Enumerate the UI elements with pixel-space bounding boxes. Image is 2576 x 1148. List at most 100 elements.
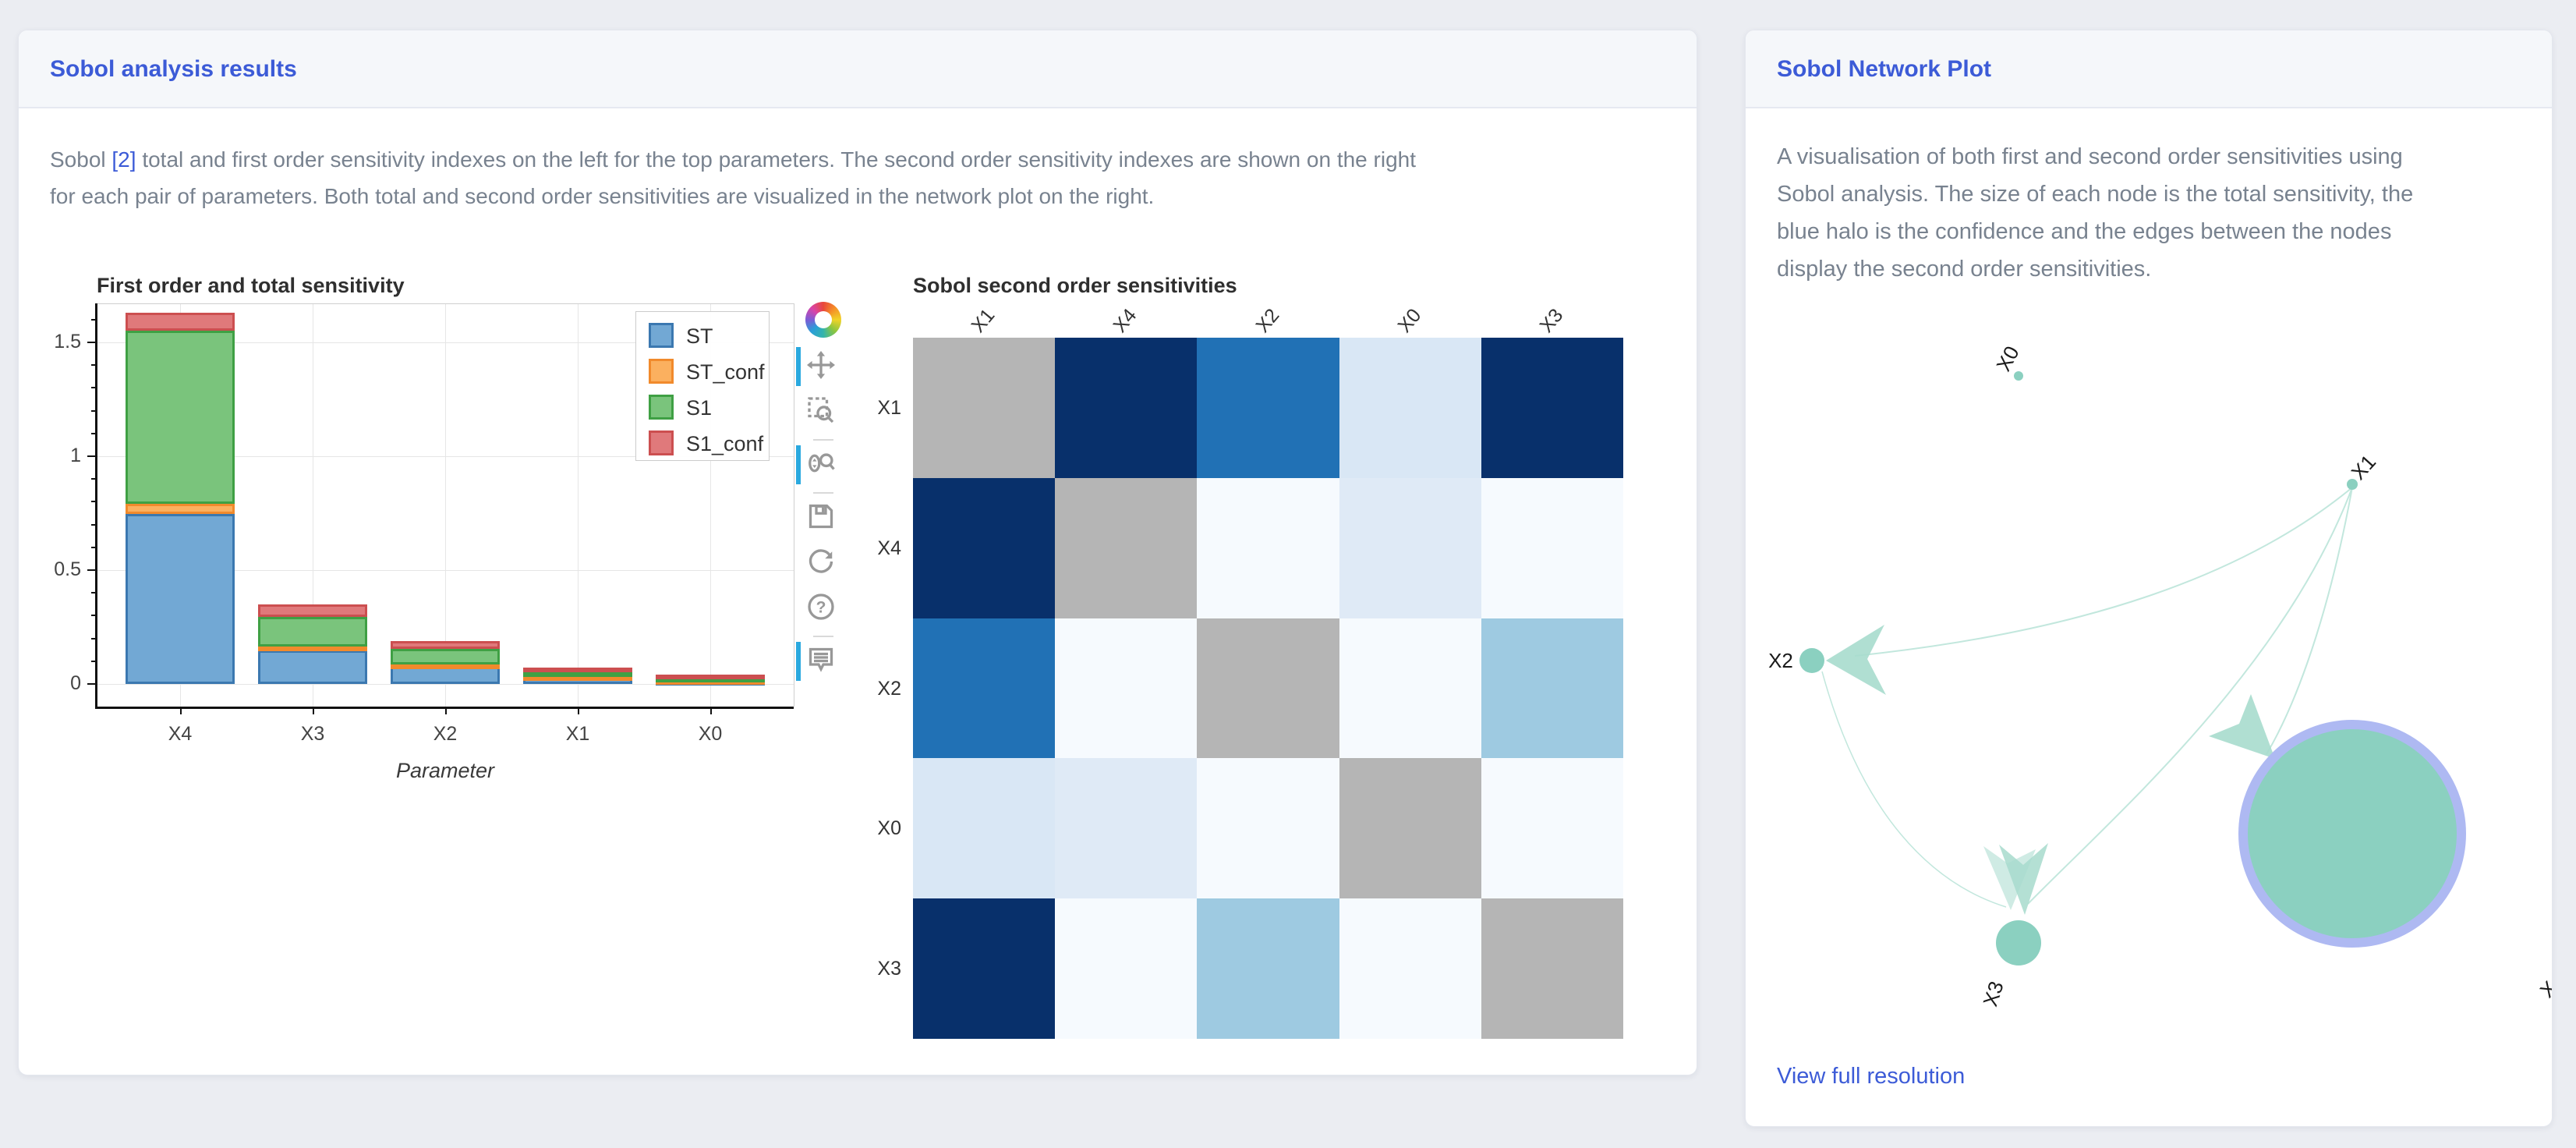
- description-text: for each pair of parameters. Both total …: [50, 184, 1155, 208]
- heatmap-row-label: X2: [877, 677, 901, 700]
- gridline: [445, 303, 446, 707]
- legend-item-s1: S1: [649, 395, 758, 423]
- reset-tool-icon[interactable]: [801, 542, 841, 587]
- heatmap-cell-x3-x3: [1481, 898, 1624, 1040]
- network-edge-x1-x4: [2266, 487, 2353, 755]
- heatmap-cell-x4-x3: [1481, 477, 1624, 619]
- sobol-results-header: Sobol analysis results: [19, 30, 1697, 108]
- legend-label: S1_conf: [686, 432, 764, 455]
- legend-item-s1_conf: S1_conf: [649, 430, 763, 459]
- heatmap-cell-x3-x2: [1197, 898, 1340, 1040]
- heatmap-cell-x0-x3: [1481, 758, 1624, 899]
- bar-segment-s1_conf-x4: [126, 313, 235, 331]
- y-minor-tick: [91, 364, 95, 367]
- network-description-line: A visualisation of both first and second…: [1777, 144, 2403, 169]
- y-minor-tick: [91, 660, 95, 662]
- network-arrowhead-x4: [2209, 694, 2275, 759]
- wheel-zoom-tool-icon[interactable]: [796, 444, 841, 489]
- bar-segment-s1-x2: [391, 648, 500, 664]
- y-minor-tick: [91, 432, 95, 434]
- network-description: A visualisation of both first and second…: [1777, 138, 2413, 288]
- heatmap-cell-x0-x0: [1339, 758, 1482, 899]
- bar-segment-s1_conf-x3: [258, 604, 367, 617]
- pan-tool-icon[interactable]: [796, 345, 841, 391]
- x-tick-label: X0: [698, 723, 723, 745]
- bar-segment-st_conf-x4: [126, 504, 235, 515]
- heatmap-cell-x1-x4: [1055, 338, 1198, 479]
- y-tick-label: 0: [70, 672, 81, 694]
- heatmap-cell-x0-x1: [913, 758, 1056, 899]
- toolbar-separator: [813, 492, 833, 494]
- heatmap-col-label: X3: [1535, 304, 1568, 337]
- bar-segment-st_conf-x3: [258, 647, 367, 652]
- network-node-label-x3: X3: [1978, 978, 2008, 1009]
- bar-segment-s1_conf-x2: [391, 640, 500, 649]
- gridline: [578, 303, 579, 707]
- heatmap-col-label: X2: [1251, 304, 1283, 337]
- y-minor-tick: [91, 637, 95, 640]
- bar-segment-s1_conf-x0: [656, 675, 765, 680]
- network-arrowhead-x3: [1983, 846, 2036, 910]
- heatmap-cell-x3-x0: [1339, 898, 1482, 1040]
- legend-swatch-st_conf: [649, 359, 674, 384]
- heatmap-cell-x2-x2: [1197, 618, 1340, 759]
- heatmap-row-label: X1: [877, 396, 901, 419]
- heatmap-cell-x2-x4: [1055, 618, 1198, 759]
- gridline: [710, 303, 711, 707]
- legend-item-st_conf: ST_conf: [649, 359, 765, 387]
- hover-tool-icon[interactable]: [796, 640, 841, 686]
- legend-swatch-st: [649, 323, 674, 348]
- bokeh-logo-icon: [805, 302, 841, 338]
- x-tick: [313, 707, 314, 714]
- reference-link[interactable]: [2]: [111, 147, 136, 172]
- help-tool-icon[interactable]: ?: [801, 587, 841, 632]
- heatmap-cell-x4-x2: [1197, 477, 1340, 619]
- heatmap-cell-x1-x1: [913, 338, 1056, 479]
- heatmap-cell-x3-x4: [1055, 898, 1198, 1040]
- legend-swatch-s1: [649, 395, 674, 420]
- network-arrowhead-x3: [1999, 843, 2048, 915]
- description-text: Sobol: [50, 147, 112, 172]
- box-zoom-tool-icon[interactable]: [801, 391, 841, 436]
- legend-item-st: ST: [649, 323, 758, 351]
- heatmap-cell-x1-x2: [1197, 338, 1340, 479]
- y-tick: [87, 455, 95, 457]
- results-description: Sobol [2] total and first order sensitiv…: [50, 141, 1416, 214]
- heatmap-cell-x4-x1: [913, 477, 1056, 619]
- heatmap-row-label: X3: [877, 958, 901, 980]
- x-tick-label: X3: [300, 723, 325, 745]
- network-edge-x2-x3: [1821, 671, 2007, 908]
- x-tick: [710, 707, 712, 714]
- heatmap-cell-x1-x0: [1339, 338, 1482, 479]
- heatmap-cell-x3-x1: [913, 898, 1056, 1040]
- bar-segment-st_conf-x1: [523, 676, 632, 682]
- network-node-x1: [2347, 479, 2358, 490]
- heatmap-cell-x4-x4: [1055, 477, 1198, 619]
- y-minor-tick: [91, 501, 95, 503]
- x-tick-label: X1: [565, 723, 590, 745]
- legend-label: S1: [686, 396, 713, 420]
- x-tick-label: X2: [433, 723, 458, 745]
- network-title: Sobol Network Plot: [1777, 56, 1992, 82]
- y-tick: [87, 569, 95, 571]
- heatmap-col-label: X1: [967, 304, 1000, 337]
- x-axis: [95, 707, 794, 709]
- save-tool-icon[interactable]: [801, 497, 841, 542]
- heatmap-row-label: X0: [877, 817, 901, 840]
- heatmap-col-label: X4: [1109, 304, 1141, 337]
- legend-label: ST_conf: [686, 360, 765, 384]
- network-node-x2: [1799, 648, 1824, 673]
- bar-chart-title: First order and total sensitivity: [97, 274, 405, 297]
- y-tick: [87, 683, 95, 685]
- network-node-x0: [2014, 371, 2023, 381]
- network-node-label-x4: X4: [2535, 968, 2553, 1002]
- view-full-resolution-link[interactable]: View full resolution: [1777, 1064, 1966, 1089]
- heatmap-col-label: X0: [1393, 304, 1426, 337]
- network-header: Sobol Network Plot: [1746, 30, 2552, 108]
- network-edge-x1-x2: [1854, 487, 2353, 657]
- y-minor-tick: [91, 523, 95, 526]
- bar-segment-s1-x1: [523, 671, 632, 677]
- svg-text:?: ?: [816, 599, 826, 617]
- y-axis: [95, 303, 97, 709]
- network-description-line: blue halo is the confidence and the edge…: [1777, 219, 2392, 244]
